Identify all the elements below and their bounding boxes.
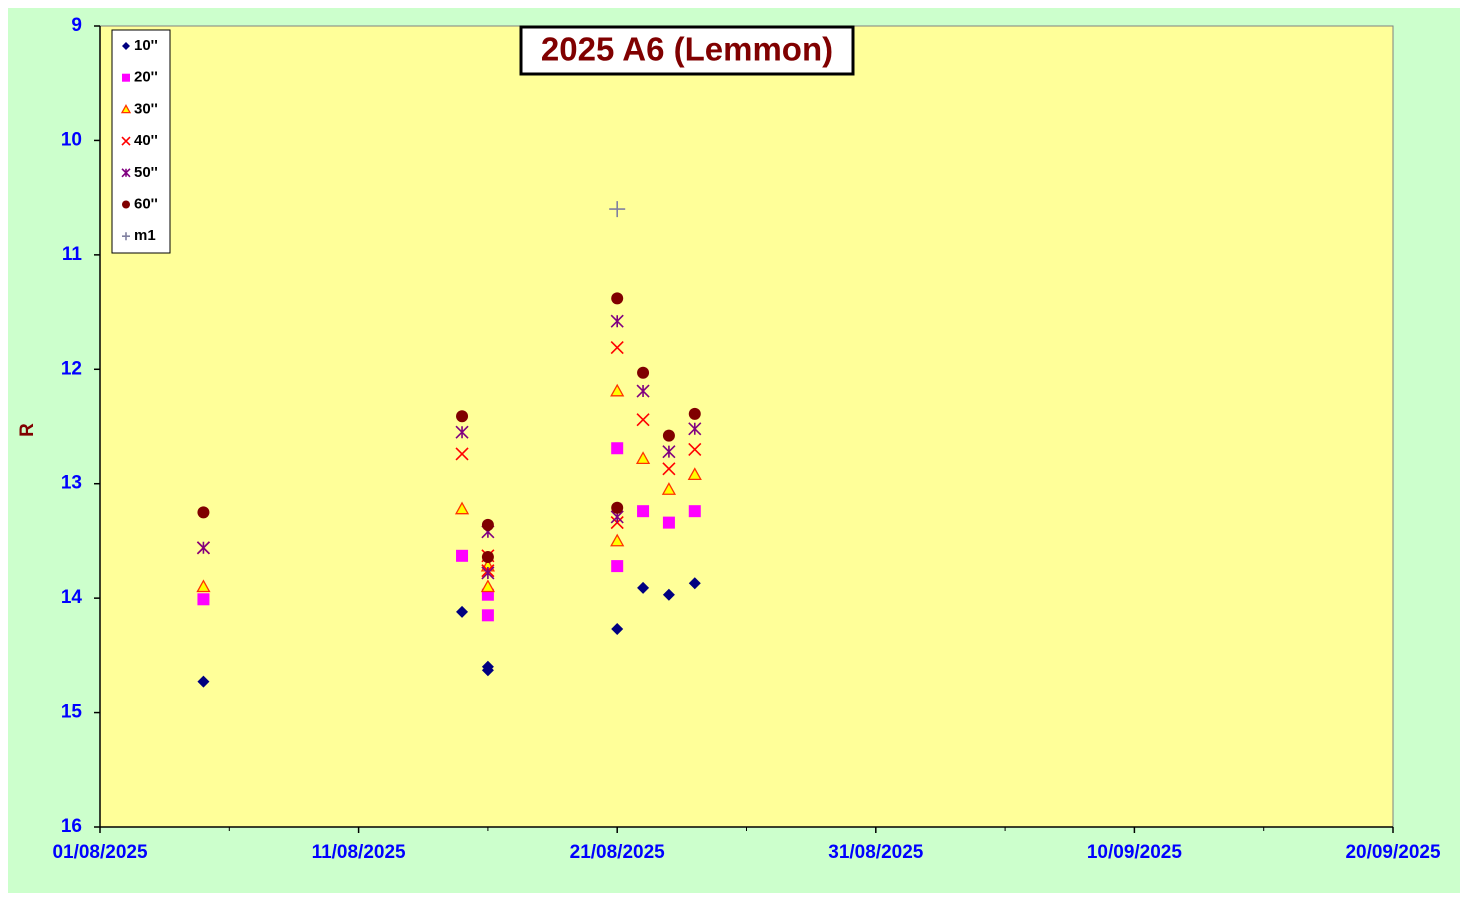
y-tick-label: 12 [61, 358, 82, 379]
data-point [611, 623, 624, 636]
y-tick-label: 16 [61, 816, 82, 837]
data-point [662, 445, 676, 459]
data-point [196, 579, 211, 593]
data-point [456, 605, 469, 618]
data-point [688, 407, 701, 420]
data-point [481, 566, 495, 580]
data-point [636, 384, 650, 398]
data-point [610, 314, 624, 328]
y-tick-label: 10 [61, 129, 82, 150]
data-point [481, 609, 494, 622]
data-point [196, 541, 211, 555]
data-point [662, 429, 675, 442]
x-tick-label: 11/08/2025 [312, 842, 406, 863]
data-point [480, 579, 496, 593]
y-tick-label: 13 [61, 473, 82, 494]
x-tick-label: 31/08/2025 [828, 842, 924, 863]
legend-marker [121, 168, 131, 178]
data-point [609, 201, 626, 218]
legend-label: 20'' [134, 69, 158, 86]
data-point [661, 482, 677, 495]
legend-marker [122, 200, 130, 209]
data-point [610, 533, 625, 547]
plot-area [99, 25, 1394, 828]
y-tick-label: 9 [71, 15, 82, 36]
legend-label: 30'' [134, 100, 158, 117]
legend-marker [122, 73, 130, 82]
data-point [197, 593, 210, 606]
data-point [688, 577, 701, 590]
y-tick-label: 11 [62, 244, 83, 265]
y-tick-label: 15 [61, 702, 83, 723]
x-tick-label: 10/09/2025 [1087, 842, 1183, 863]
legend-label: m1 [134, 227, 156, 244]
x-tick-label: 20/09/2025 [1345, 842, 1441, 863]
legend-label: 60'' [134, 195, 158, 212]
data-point [197, 675, 210, 688]
legend-marker [122, 232, 130, 241]
data-point [637, 366, 650, 379]
data-point [610, 383, 625, 397]
y-tick-label: 14 [61, 587, 83, 608]
data-point [662, 588, 675, 601]
data-point [611, 292, 624, 305]
chart-title: 2025 A6 (Lemmon) [541, 31, 833, 68]
data-point [197, 506, 210, 519]
data-point [611, 560, 624, 573]
data-point [688, 422, 702, 436]
legend-label: 40'' [134, 132, 158, 149]
data-point [456, 549, 469, 562]
legend-label: 10'' [134, 37, 158, 54]
data-point [636, 413, 650, 427]
data-point [481, 518, 494, 531]
data-point [662, 462, 676, 476]
legend-label: 50'' [134, 164, 158, 181]
data-point [687, 467, 702, 481]
data-point [611, 442, 624, 455]
data-point [455, 447, 469, 461]
data-point [688, 442, 702, 456]
x-tick-label: 01/08/2025 [52, 842, 148, 863]
data-point [481, 550, 494, 563]
legend-marker [120, 104, 132, 114]
data-point [637, 581, 650, 594]
data-point [662, 516, 675, 529]
title-box [519, 25, 855, 76]
data-point [455, 425, 469, 439]
legend-marker [122, 42, 130, 50]
data-point [481, 664, 494, 677]
data-point [454, 501, 470, 515]
data-point [611, 501, 624, 514]
data-point [610, 340, 624, 355]
data-point [456, 410, 469, 423]
legend-marker [121, 136, 131, 146]
data-point [688, 505, 701, 518]
legend-box [111, 29, 171, 254]
x-tick-label: 21/08/2025 [570, 842, 666, 863]
data-point [635, 451, 651, 464]
y-axis-label: R [17, 423, 38, 437]
data-point [637, 505, 650, 518]
